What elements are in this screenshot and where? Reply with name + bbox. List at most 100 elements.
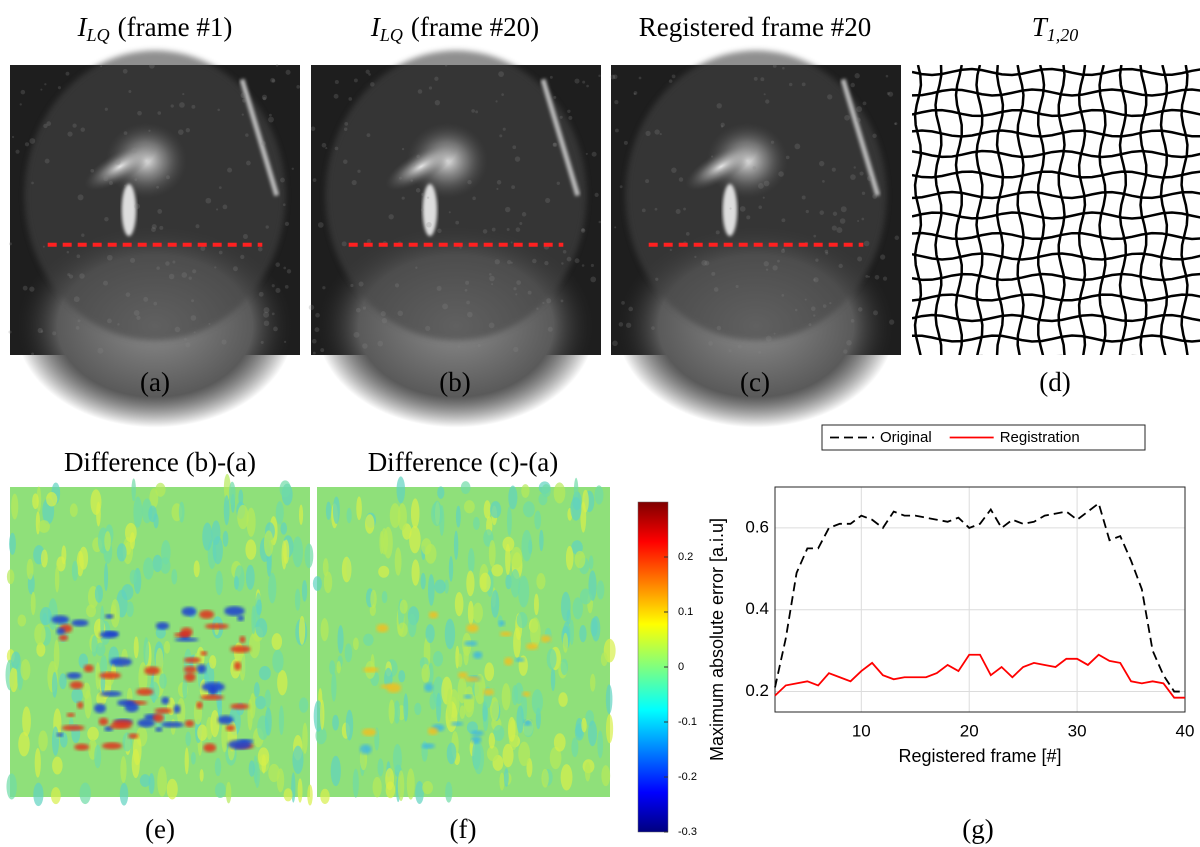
noise	[513, 287, 517, 291]
noise	[813, 278, 816, 282]
noise	[448, 211, 451, 214]
feature	[239, 635, 246, 644]
noise	[580, 228, 586, 233]
colorbar-tick-label: 0	[678, 661, 684, 673]
noise	[763, 93, 766, 96]
feature	[144, 666, 161, 676]
feature	[217, 715, 234, 725]
texture	[51, 671, 58, 698]
noise	[355, 307, 361, 313]
feature	[183, 665, 197, 673]
texture	[221, 720, 228, 753]
texture	[457, 677, 467, 704]
feature	[471, 735, 482, 744]
grid-line-h	[912, 293, 1200, 302]
noise	[216, 208, 219, 211]
noise	[549, 75, 553, 79]
texture	[100, 605, 105, 637]
texture	[372, 776, 382, 798]
noise	[136, 315, 141, 321]
noise	[574, 78, 580, 84]
noise	[560, 299, 564, 303]
texture	[238, 489, 244, 506]
feature	[200, 694, 224, 701]
texture	[171, 569, 178, 585]
noise	[72, 123, 77, 128]
texture	[84, 689, 92, 719]
noise	[221, 339, 227, 345]
noise	[275, 287, 281, 293]
noise	[426, 222, 432, 228]
noise	[872, 193, 878, 199]
noise	[854, 73, 860, 79]
y-tick-label: 0.4	[745, 599, 769, 618]
texture	[596, 580, 605, 600]
texture	[6, 773, 17, 800]
texture	[539, 529, 544, 552]
texture	[344, 643, 353, 663]
noise	[77, 194, 84, 201]
grid-line-v	[975, 65, 984, 355]
texture	[560, 658, 569, 676]
texture	[264, 689, 271, 709]
texture	[503, 768, 509, 787]
texture	[245, 539, 257, 560]
noise	[758, 205, 763, 209]
noise	[258, 246, 263, 252]
noise	[151, 227, 156, 232]
noise	[515, 293, 518, 296]
noise	[547, 326, 553, 332]
noise	[794, 143, 801, 150]
texture	[264, 707, 272, 736]
texture	[584, 762, 591, 782]
noise	[527, 290, 532, 295]
texture	[463, 500, 475, 514]
noise	[90, 168, 95, 173]
noise	[314, 327, 320, 333]
texture	[331, 672, 337, 702]
noise	[20, 89, 26, 95]
texture	[580, 501, 587, 533]
texture	[184, 747, 189, 775]
texture	[421, 663, 431, 684]
texture	[444, 579, 449, 594]
texture	[298, 697, 309, 713]
noise	[123, 184, 127, 187]
texture	[467, 600, 474, 625]
texture	[398, 670, 406, 683]
noise	[671, 74, 676, 79]
texture	[94, 744, 102, 769]
noise	[31, 181, 34, 185]
feature	[234, 661, 242, 671]
noise	[284, 284, 289, 289]
noise	[521, 212, 527, 217]
noise	[777, 259, 780, 263]
noise	[568, 115, 573, 120]
texture	[346, 507, 352, 524]
texture	[190, 751, 196, 765]
grid-line-h	[912, 149, 1200, 159]
noise	[556, 181, 561, 186]
noise	[275, 64, 279, 67]
noise	[370, 82, 375, 87]
noise	[785, 155, 790, 160]
grid-line-v	[1118, 65, 1128, 355]
y-tick-label: 0.2	[745, 681, 769, 700]
noise	[77, 319, 81, 323]
texture	[91, 635, 98, 657]
texture	[388, 699, 395, 724]
texture	[239, 650, 246, 681]
noise	[240, 92, 247, 99]
texture	[104, 531, 111, 552]
noise	[351, 179, 357, 186]
feature	[361, 728, 377, 737]
noise	[488, 322, 495, 329]
texture	[569, 619, 574, 645]
feature	[71, 619, 89, 627]
noise	[245, 133, 249, 137]
noise	[773, 332, 776, 335]
noise	[122, 68, 128, 74]
noise	[827, 94, 833, 100]
texture	[133, 636, 139, 659]
noise	[715, 230, 720, 235]
